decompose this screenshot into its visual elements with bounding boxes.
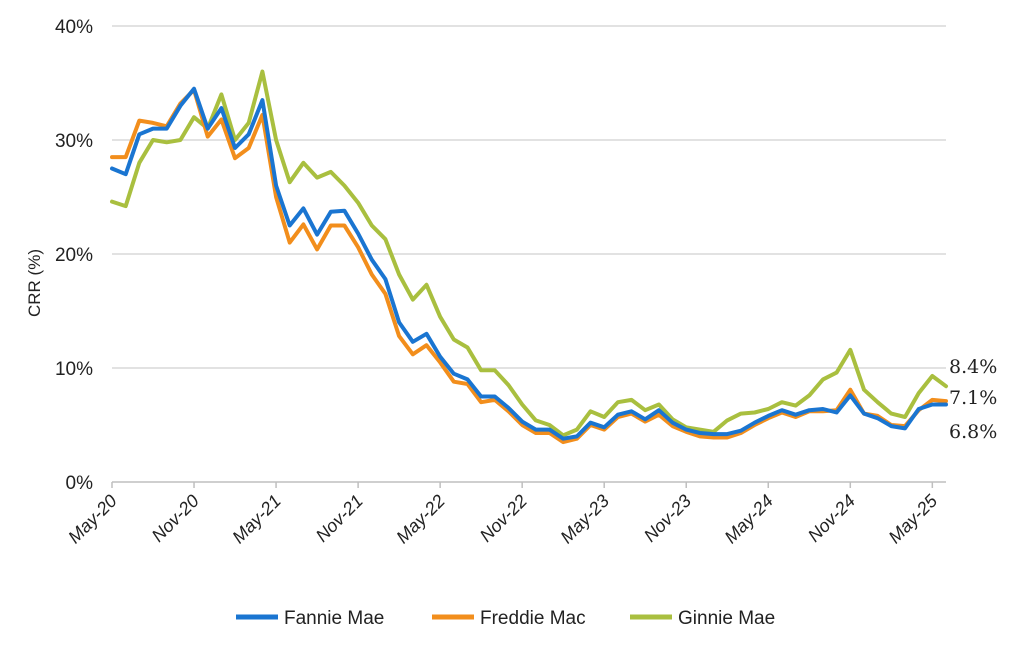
series-lines: [110, 69, 948, 445]
x-tick-label: Nov-20: [148, 491, 203, 546]
y-axis-label: CRR (%): [25, 249, 44, 317]
end-label-freddie-mac: 7.1%: [949, 387, 997, 409]
x-tick-label: May-22: [392, 491, 449, 548]
x-tick-label: Nov-24: [804, 491, 859, 546]
x-tick-label: Nov-23: [640, 491, 695, 546]
series-line-fannie-mae: [110, 86, 948, 441]
axes: [111, 481, 946, 488]
legend-label: Fannie Mae: [284, 608, 384, 629]
series-line-ginnie-mae: [110, 69, 948, 438]
y-tick-label: 30%: [55, 131, 93, 152]
x-tick-label: May-24: [721, 491, 778, 548]
end-label-ginnie-mae: 8.4%: [949, 356, 997, 378]
y-tick-label: 10%: [55, 359, 93, 380]
y-tick-labels: 0% 10% 20% 30% 40%: [55, 17, 93, 494]
legend-label: Ginnie Mae: [678, 608, 775, 629]
series-line-freddie-mac: [110, 87, 948, 445]
x-tick-label: May-25: [885, 490, 942, 547]
end-label-fannie-mae: 6.8%: [949, 421, 997, 443]
end-value-labels: 6.8% 7.1% 8.4%: [949, 356, 997, 443]
y-tick-label: 20%: [55, 245, 93, 266]
x-tick-label: May-20: [64, 491, 121, 548]
x-tick-label: May-23: [556, 491, 613, 548]
gridlines: [112, 25, 946, 369]
y-tick-label: 0%: [66, 473, 94, 494]
x-tick-label: May-21: [228, 491, 285, 548]
x-tick-label: Nov-21: [312, 491, 367, 546]
x-tick-label: Nov-22: [476, 491, 531, 546]
y-tick-label: 40%: [55, 17, 93, 38]
legend: Fannie Mae Freddie Mac Ginnie Mae: [236, 608, 775, 629]
legend-label: Freddie Mac: [480, 608, 586, 629]
x-tick-labels: May-20 Nov-20 May-21 Nov-21 May-22 Nov-22 May-…: [64, 490, 942, 547]
